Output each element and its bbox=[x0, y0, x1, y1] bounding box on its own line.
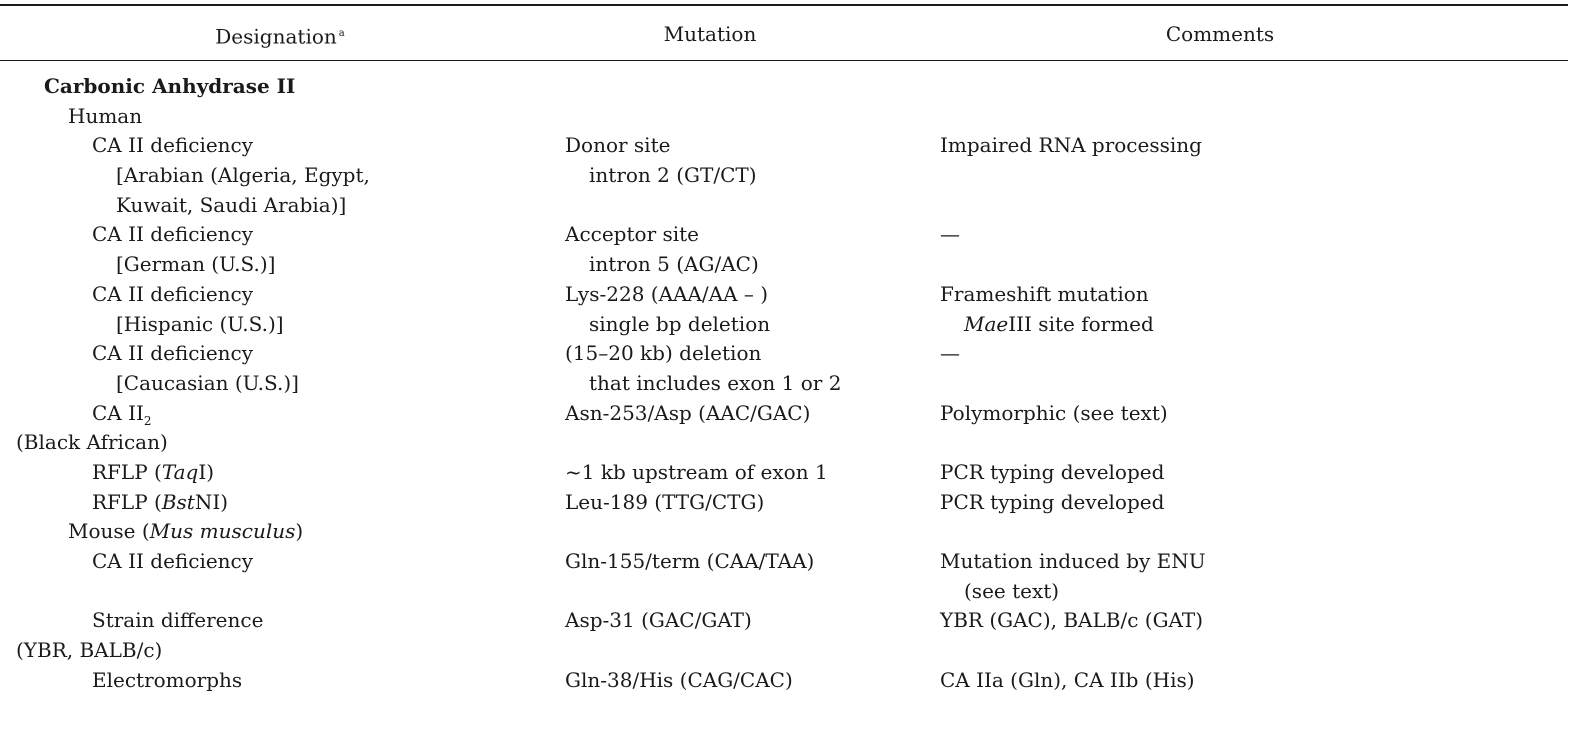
enzyme-name: Bst bbox=[161, 489, 195, 514]
table-row: Human bbox=[0, 102, 1568, 132]
comment-cell: CA IIa (Gln), CA IIb (His) bbox=[940, 667, 1195, 692]
designation-text: RFLP ( bbox=[92, 459, 162, 484]
table-row: CA II deficiency Donor site Impaired RNA… bbox=[0, 131, 1568, 161]
comment-cell: MaeIII site formed bbox=[940, 310, 1154, 340]
designation-text: RFLP ( bbox=[92, 489, 162, 514]
mutation-cell: intron 5 (AG/AC) bbox=[589, 252, 759, 277]
section-title: Carbonic Anhydrase II bbox=[44, 74, 296, 98]
mutation-cell: that includes exon 1 or 2 bbox=[589, 370, 842, 395]
column-header-mutation: Mutation bbox=[663, 22, 757, 46]
table-row: [Caucasian (U.S.)] that includes exon 1 … bbox=[0, 369, 1568, 399]
species-text: ) bbox=[295, 519, 304, 544]
mutation-cell: intron 2 (GT/CT) bbox=[589, 163, 757, 188]
comment-cell: Mutation induced by ENU bbox=[940, 549, 1206, 573]
designation-cell: CA II deficiency bbox=[92, 549, 254, 573]
designation-cell: [Caucasian (U.S.)] bbox=[116, 370, 299, 395]
footnote-marker: a bbox=[338, 28, 345, 39]
mutation-cell: Donor site bbox=[565, 133, 671, 158]
table-row: CA II deficiency (15–20 kb) deletion — bbox=[0, 339, 1568, 369]
mutation-cell: Acceptor site bbox=[565, 222, 700, 247]
table-row: (YBR, BALB/c) bbox=[0, 636, 1568, 666]
designation-header-text: Designation bbox=[215, 24, 337, 49]
designation-text: I) bbox=[198, 459, 215, 484]
table-row: CA II deficiency Lys-228 (AAA/AA – ) Fra… bbox=[0, 280, 1568, 310]
table-body: Carbonic Anhydrase II Human CA II defici… bbox=[0, 72, 1568, 695]
designation-cell: Electromorphs bbox=[92, 667, 243, 692]
designation-text: NI) bbox=[194, 489, 229, 514]
enzyme-name: Taq bbox=[161, 459, 199, 484]
designation-cell: CA II deficiency bbox=[92, 341, 254, 366]
designation-cell: RFLP (TaqI) bbox=[0, 458, 214, 488]
column-header-comments: Comments bbox=[1165, 22, 1275, 46]
comment-cell: — bbox=[940, 222, 960, 247]
designation-cell: (YBR, BALB/c) bbox=[16, 638, 163, 663]
table-row: CA II deficiency Gln-155/term (CAA/TAA) … bbox=[0, 547, 1568, 577]
subscript: 2 bbox=[143, 413, 152, 428]
species-heading-mouse: Mouse (Mus musculus) bbox=[0, 517, 303, 547]
mutation-cell: Leu-189 (TTG/CTG) bbox=[565, 489, 765, 514]
table-row: RFLP (BstNI) Leu-189 (TTG/CTG) PCR typin… bbox=[0, 488, 1568, 518]
mutation-cell: ~1 kb upstream of exon 1 bbox=[565, 459, 828, 484]
table-row: (see text) bbox=[0, 577, 1568, 607]
species-heading-human: Human bbox=[68, 103, 143, 128]
comment-cell: YBR (GAC), BALB/c (GAT) bbox=[940, 608, 1204, 633]
designation-cell: (Black African) bbox=[16, 430, 168, 455]
table-row: [German (U.S.)] intron 5 (AG/AC) bbox=[0, 250, 1568, 280]
mutation-cell: Gln-38/His (CAG/CAC) bbox=[565, 667, 793, 692]
designation-cell: CA II deficiency bbox=[92, 222, 254, 247]
mutation-cell: (15–20 kb) deletion bbox=[565, 341, 762, 366]
table-row: Electromorphs Gln-38/His (CAG/CAC) CA II… bbox=[0, 666, 1568, 696]
designation-text: CA II bbox=[92, 400, 144, 425]
species-latin-name: Mus musculus bbox=[149, 519, 296, 544]
mutation-cell: Asp-31 (GAC/GAT) bbox=[565, 608, 752, 633]
header-rule bbox=[0, 60, 1568, 61]
designation-cell: RFLP (BstNI) bbox=[0, 488, 228, 518]
table-row: CA II deficiency Acceptor site — bbox=[0, 220, 1568, 250]
table-top-rule bbox=[0, 4, 1568, 6]
mutation-cell: Gln-155/term (CAA/TAA) bbox=[565, 549, 815, 573]
comment-cell: — bbox=[940, 341, 960, 366]
enzyme-name: Mae bbox=[964, 311, 1009, 336]
comment-cell: PCR typing developed bbox=[940, 489, 1165, 514]
mutation-cell: single bp deletion bbox=[589, 311, 771, 336]
comment-cell: (see text) bbox=[964, 578, 1060, 603]
comment-cell: Frameshift mutation bbox=[940, 281, 1149, 306]
table-row: Mouse (Mus musculus) bbox=[0, 517, 1568, 547]
designation-cell: CA II deficiency bbox=[92, 133, 254, 158]
designation-cell: [Arabian (Algeria, Egypt, bbox=[116, 163, 370, 188]
comment-cell: Impaired RNA processing bbox=[940, 133, 1202, 158]
comment-text: III site formed bbox=[1008, 311, 1154, 336]
designation-cell: Kuwait, Saudi Arabia)] bbox=[116, 192, 347, 217]
mutation-cell: Asn-253/Asp (AAC/GAC) bbox=[565, 400, 811, 425]
table-row: [Arabian (Algeria, Egypt, intron 2 (GT/C… bbox=[0, 161, 1568, 191]
table-row: CA II2 Asn-253/Asp (AAC/GAC) Polymorphic… bbox=[0, 399, 1568, 429]
designation-cell: CA II2 bbox=[0, 399, 152, 437]
table-row: Strain difference Asp-31 (GAC/GAT) YBR (… bbox=[0, 606, 1568, 636]
designation-cell: [German (U.S.)] bbox=[116, 252, 276, 277]
table-row: (Black African) bbox=[0, 428, 1568, 458]
table-row: [Hispanic (U.S.)] single bp deletion Mae… bbox=[0, 310, 1568, 340]
species-text: Mouse ( bbox=[68, 519, 150, 544]
designation-cell: CA II deficiency bbox=[92, 281, 254, 306]
comment-cell: PCR typing developed bbox=[940, 459, 1165, 484]
designation-cell: [Hispanic (U.S.)] bbox=[116, 311, 284, 336]
comment-cell: Polymorphic (see text) bbox=[940, 400, 1168, 425]
table-row: RFLP (TaqI) ~1 kb upstream of exon 1 PCR… bbox=[0, 458, 1568, 488]
table-row: Carbonic Anhydrase II bbox=[0, 72, 1568, 102]
column-header-designation: Designation a bbox=[0, 20, 560, 51]
mutation-cell: Lys-228 (AAA/AA – ) bbox=[565, 281, 769, 306]
designation-cell: Strain difference bbox=[92, 608, 264, 633]
table-row: Kuwait, Saudi Arabia)] bbox=[0, 191, 1568, 221]
